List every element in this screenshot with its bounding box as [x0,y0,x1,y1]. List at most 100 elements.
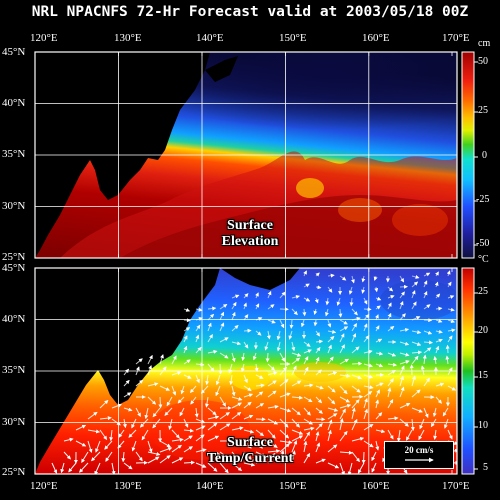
current-vector [123,368,130,376]
current-vector [399,360,410,365]
current-vector [291,352,302,357]
current-vector [351,275,355,284]
current-vector [267,363,275,371]
current-vector [423,272,431,277]
current-vector [291,440,298,453]
current-vector [135,407,141,417]
current-vector [338,308,343,318]
current-vector [411,375,416,387]
current-vector [303,383,314,388]
current-vector [327,429,332,442]
lat-label: 35°N [2,364,26,376]
current-vector [288,330,293,340]
current-vector [327,329,337,334]
current-vector [231,396,243,401]
current-vector [267,390,277,398]
current-vector [219,396,227,407]
current-vector [255,403,265,409]
current-vector [291,395,304,400]
current-vector [447,335,453,343]
current-vector [315,385,324,390]
current-vector [303,349,312,354]
current-vector [219,322,225,332]
current-vector [99,416,112,421]
current-vector [339,385,348,395]
current-vector [445,355,450,365]
current-vector [171,355,177,365]
current-vector [267,449,281,454]
current-vector [411,290,416,299]
current-vector [339,373,351,378]
current-vector [291,450,296,464]
current-vector [279,378,289,387]
current-vector [183,327,191,332]
vector-scale-legend: 20 cm/s [384,441,454,469]
current-vector [399,275,405,283]
current-vector [423,377,430,387]
current-vector [303,270,307,277]
current-vector [291,380,302,387]
current-vector [411,301,417,310]
current-vector [357,462,365,474]
current-vector [231,301,237,310]
current-vector [183,446,193,453]
current-vector [255,429,265,437]
current-vector [87,429,101,434]
current-vector [195,346,202,354]
current-vector [243,440,252,449]
current-vector [374,286,379,293]
map-title: NRL NPACNFS 72-Hr Forecast valid at 2003… [31,4,469,20]
current-vector [171,429,180,439]
current-vector [435,382,445,387]
current-vector [435,338,443,343]
current-vector [207,313,215,321]
current-vector [291,429,304,435]
current-vector [363,363,373,368]
lat-label: 40°N [2,97,26,109]
current-vector [435,306,443,311]
current-vector [315,431,320,442]
current-vector [194,407,199,418]
current-vector [327,462,340,469]
current-vector [205,374,210,386]
current-vector [303,407,311,416]
current-vector [159,354,164,365]
lon-label: 130°E [114,480,142,492]
current-vector [279,429,290,439]
current-vector [231,402,242,409]
current-vector [411,389,421,398]
current-vector [177,396,185,404]
current-vector [195,324,201,332]
current-vector [122,418,127,429]
current-vector [351,308,358,316]
current-vector [243,374,248,384]
current-vector [195,448,207,453]
current-vector [279,418,289,428]
current-vector [87,411,98,420]
current-vector [303,452,311,464]
current-vector [189,385,197,394]
current-vector [190,396,197,405]
current-vector [267,319,276,324]
current-vector [387,416,399,421]
current-vector [135,379,144,387]
current-vector [339,450,353,455]
current-vector [95,440,101,453]
current-vector [111,462,116,474]
current-vector [171,444,182,453]
current-vector [411,355,419,365]
temperature-colorbar [461,267,475,475]
current-vector [195,434,205,442]
current-vector [447,307,455,312]
current-vector [207,306,217,311]
current-vector [387,378,394,387]
current-vector [315,346,321,354]
current-vector [351,385,361,393]
current-vector [183,345,188,354]
current-vector [315,272,320,277]
bottom-frame [34,267,458,475]
current-vector [447,295,455,299]
current-vector [243,451,252,460]
current-vector [347,462,353,474]
current-vector [325,297,330,306]
